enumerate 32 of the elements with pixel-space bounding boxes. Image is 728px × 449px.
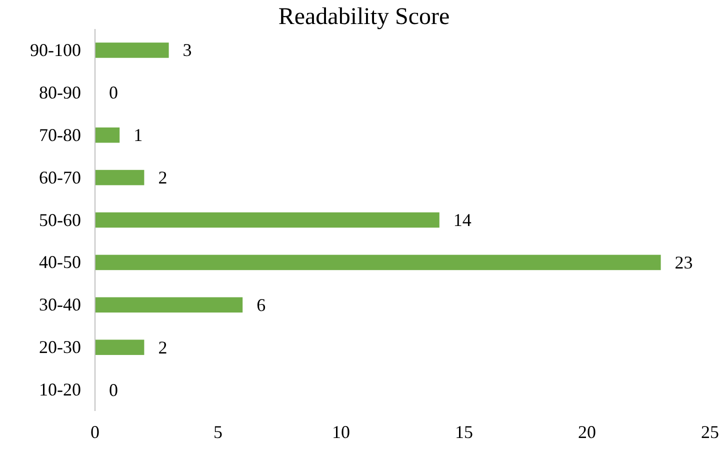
x-tick-label: 25 bbox=[701, 422, 719, 442]
y-tick-label: 60-70 bbox=[39, 167, 81, 188]
bar bbox=[95, 212, 440, 228]
x-tick-label: 0 bbox=[90, 422, 100, 442]
y-tick-label: 80-90 bbox=[39, 82, 81, 102]
bar bbox=[95, 127, 120, 143]
x-tick-label: 15 bbox=[455, 422, 473, 442]
bar bbox=[95, 340, 144, 355]
y-tick-label: 40-50 bbox=[39, 252, 81, 272]
data-label: 3 bbox=[182, 40, 192, 60]
data-label: 0 bbox=[109, 380, 118, 400]
data-label: 0 bbox=[109, 82, 118, 103]
chart-title: Readability Score bbox=[278, 4, 450, 30]
y-tick-label: 90-100 bbox=[30, 40, 81, 60]
x-tick-label: 5 bbox=[214, 422, 222, 442]
bar bbox=[95, 170, 144, 186]
bar bbox=[95, 297, 243, 313]
data-label: 14 bbox=[453, 210, 472, 230]
data-label: 23 bbox=[674, 252, 693, 272]
bar bbox=[95, 254, 661, 270]
y-tick-label: 30-40 bbox=[39, 294, 81, 315]
y-tick-label: 70-80 bbox=[39, 124, 81, 145]
x-tick-label: 20 bbox=[578, 422, 596, 442]
y-tick-label: 50-60 bbox=[39, 210, 81, 230]
bar bbox=[95, 42, 169, 58]
data-label: 2 bbox=[158, 337, 168, 358]
data-label: 6 bbox=[256, 294, 266, 315]
y-tick-label: 10-20 bbox=[39, 380, 81, 400]
x-tick-label: 10 bbox=[332, 422, 350, 442]
data-label: 2 bbox=[158, 168, 168, 188]
y-tick-label: 20-30 bbox=[39, 337, 81, 358]
data-label: 1 bbox=[134, 125, 143, 146]
